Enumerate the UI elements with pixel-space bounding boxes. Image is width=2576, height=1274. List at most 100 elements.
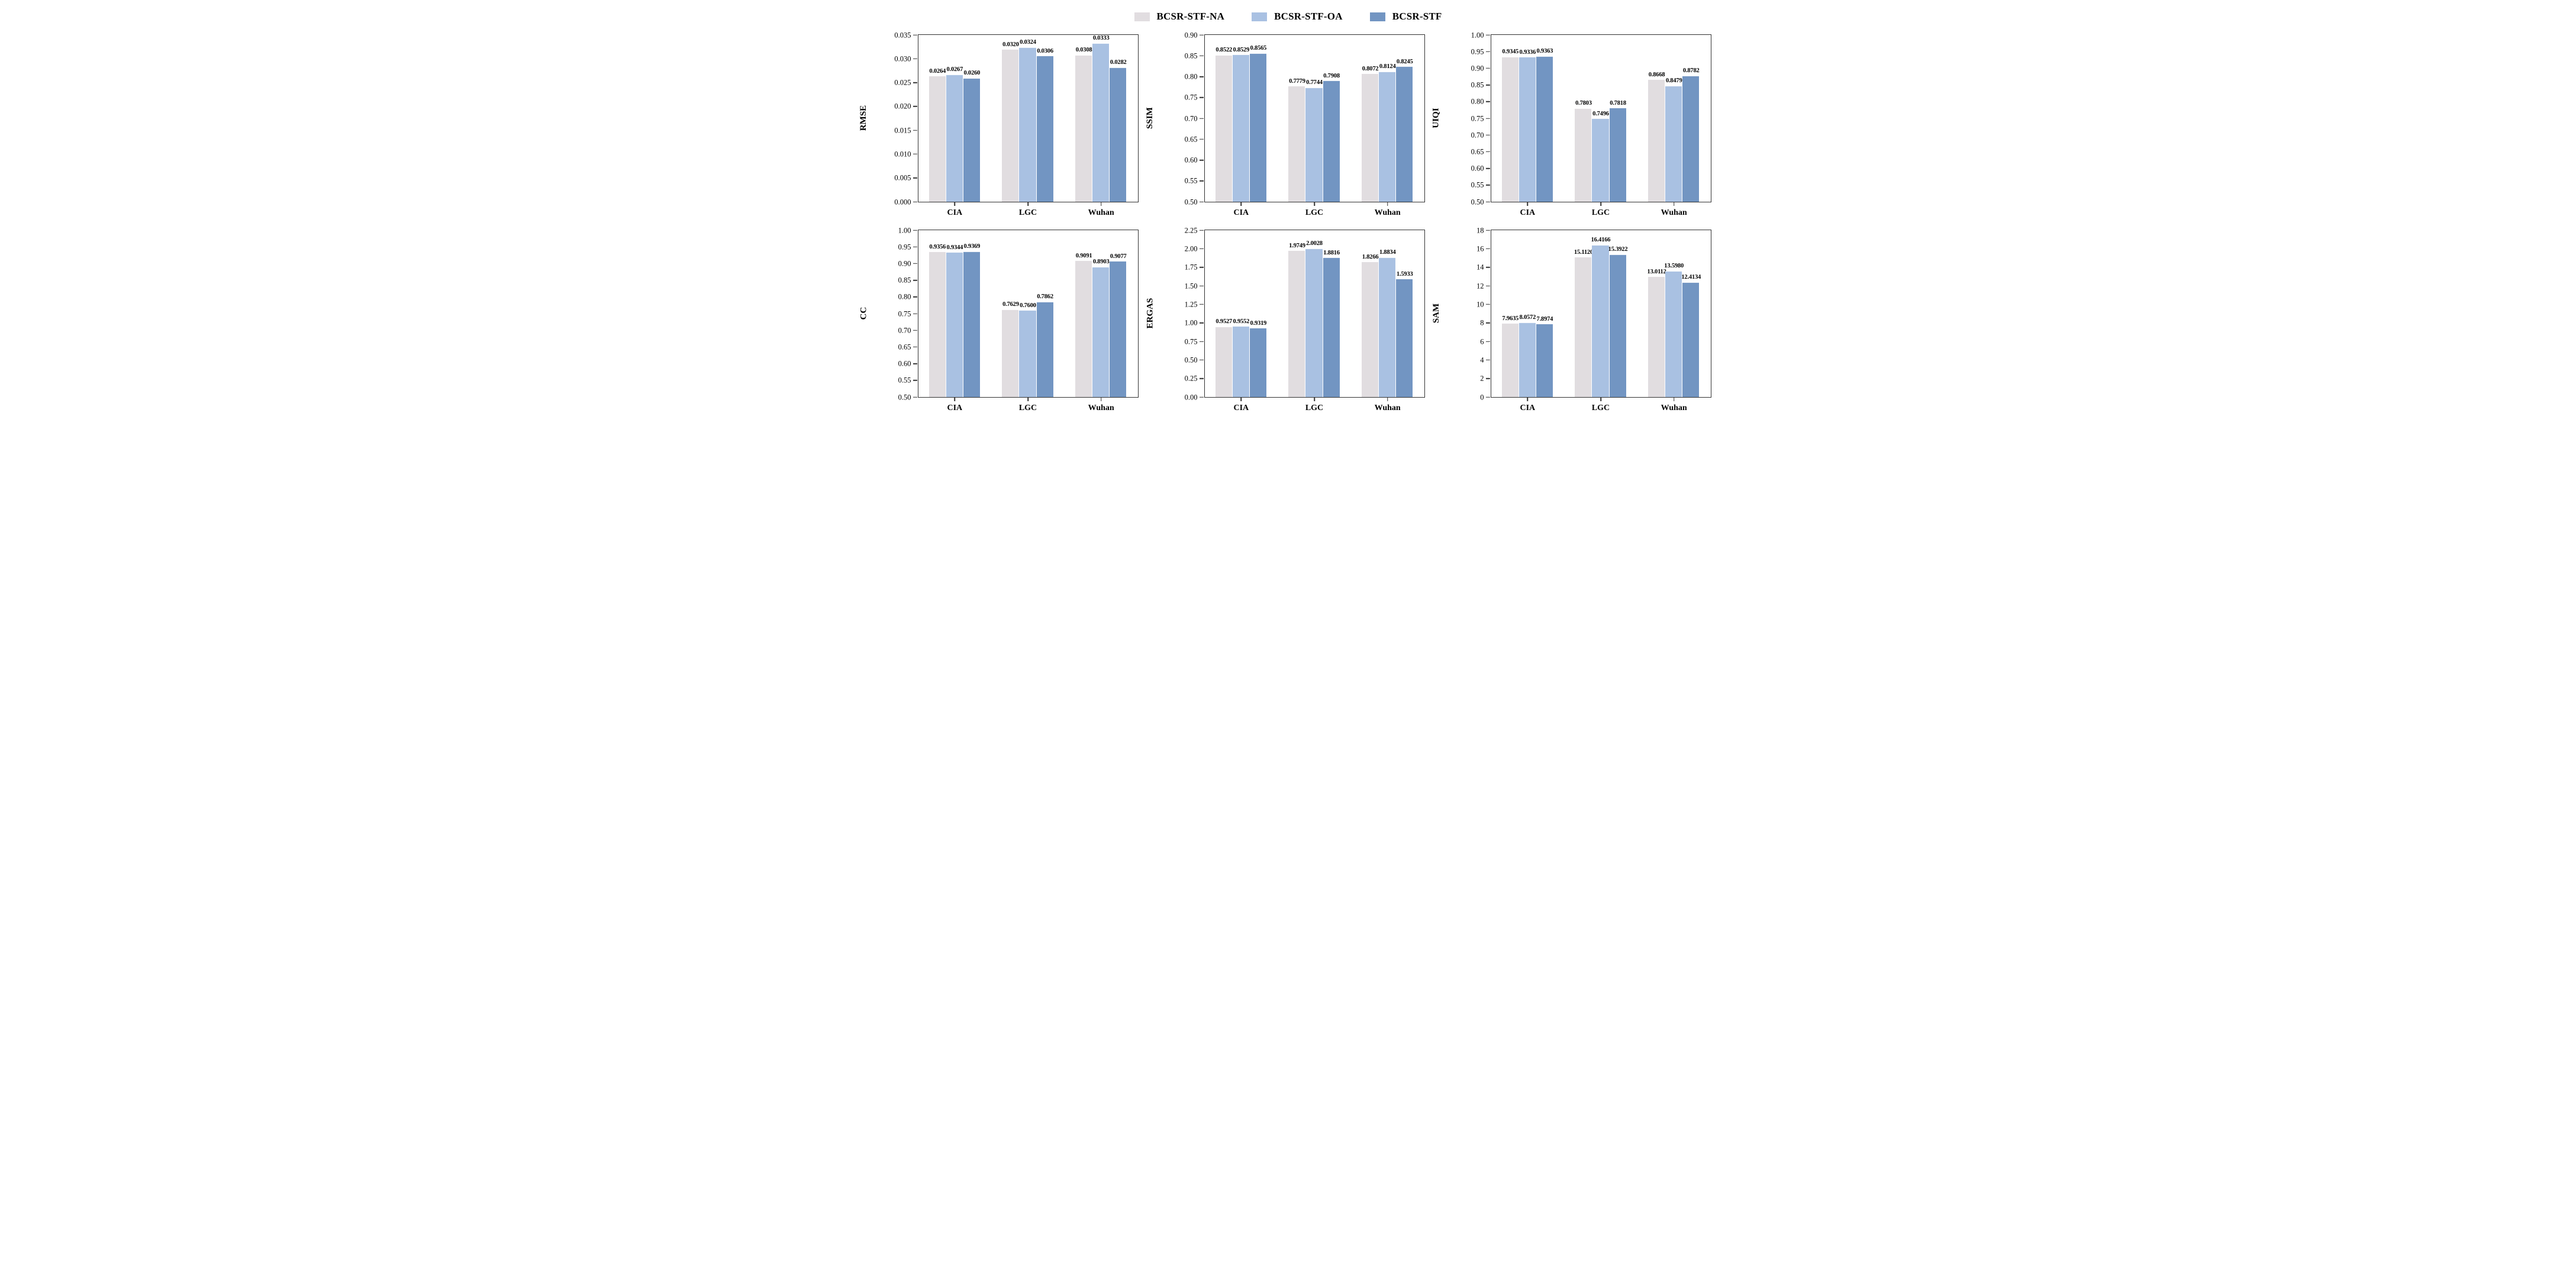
y-tick-label: 0.75 [898, 309, 911, 318]
bar-value-label: 0.9077 [1110, 253, 1127, 260]
bar-value-label: 0.7496 [1592, 110, 1609, 117]
y-tick-label: 1.75 [1184, 263, 1198, 272]
legend-item: BCSR-STF [1369, 11, 1442, 22]
y-tick-mark [1486, 201, 1490, 202]
bar-value-label: 0.9319 [1250, 320, 1267, 327]
y-tick-mark [913, 153, 917, 155]
bar-value-label: 0.9552 [1233, 318, 1250, 325]
y-tick-label: 0.65 [898, 343, 911, 351]
y-tick-label: 2 [1480, 374, 1484, 383]
x-tick-label-cia: CIA [1520, 208, 1536, 217]
bar-value-label: 0.9336 [1519, 49, 1536, 56]
bar-bcsr-stf-cia [1536, 324, 1553, 397]
bar-bcsr-stf-oa-lgc [1305, 87, 1323, 202]
y-tick-label: 4 [1480, 356, 1484, 365]
y-tick-mark [1200, 266, 1204, 268]
bar-bcsr-stf-oa-lgc [1019, 310, 1036, 397]
bar-bcsr-stf-oa-wuhan [1379, 71, 1396, 202]
x-tick-mark [1240, 397, 1242, 401]
x-tick-mark [1027, 397, 1029, 401]
y-tick-label: 0.50 [898, 392, 911, 401]
y-tick-label: 18 [1476, 225, 1484, 234]
plot-area: 0.00 0.25 0.50 0.75 1.00 1.25 1.50 1.75 2.00 2.25… [1185, 227, 1425, 412]
x-tick-mark [1027, 202, 1029, 206]
bar-bcsr-stf-cia [1536, 56, 1553, 202]
legend-label: BCSR-STF-OA [1274, 11, 1343, 22]
plot-area: 0.50 0.55 0.60 0.65 0.70 0.75 0.80 0.85 0.90 CIA L… [1185, 31, 1425, 217]
bar-value-label: 0.0324 [1020, 39, 1036, 46]
bar-value-label: 0.9356 [929, 243, 946, 250]
bar-bcsr-stf-wuhan [1396, 66, 1413, 202]
bar-value-label: 0.7629 [1002, 301, 1019, 308]
bar-bcsr-stf-na-cia [1215, 326, 1232, 397]
y-tick-mark [1486, 34, 1490, 36]
y-tick-mark [1200, 304, 1204, 305]
bar-bcsr-stf-wuhan [1110, 67, 1127, 202]
bar-value-label: 0.8522 [1216, 47, 1233, 54]
y-tick-label: 0.020 [894, 102, 911, 111]
bar-value-label: 0.0267 [946, 66, 963, 73]
y-tick-mark [1200, 76, 1204, 78]
y-tick-mark [913, 246, 917, 247]
y-tick-label: 0.55 [1471, 180, 1484, 189]
y-tick-label: 0.90 [1184, 30, 1198, 39]
legend-item: BCSR-STF-OA [1252, 11, 1343, 22]
y-tick-label: 0.00 [1184, 392, 1198, 401]
x-tick-label-wuhan: Wuhan [1088, 404, 1114, 412]
y-tick-mark [1486, 378, 1490, 379]
bar-bcsr-stf-wuhan [1682, 75, 1700, 202]
subplot-rmse: RMSE 0.000 0.005 0.010 0.015 0.020 0.025 0.030 0… [859, 30, 1145, 225]
bar-value-label: 0.8782 [1682, 67, 1700, 75]
y-tick-label: 0.000 [894, 197, 911, 206]
y-axis-label-text: UIQI [1432, 107, 1441, 128]
bar-bcsr-stf-cia [963, 251, 980, 397]
legend-swatch-na [1134, 12, 1150, 21]
y-tick-label: 0.50 [1184, 356, 1198, 365]
bar-bcsr-stf-lgc [1036, 301, 1053, 397]
bar-value-label: 1.8816 [1323, 249, 1340, 256]
bar-value-label: 7.8974 [1536, 315, 1553, 322]
y-tick-label: 0.85 [1471, 80, 1484, 89]
bar-bcsr-stf-oa-wuhan [1092, 43, 1110, 202]
y-tick-label: 0.70 [898, 325, 911, 334]
y-tick-label: 0.015 [894, 125, 911, 134]
x-tick-mark [1527, 202, 1529, 206]
y-tick-mark [1486, 185, 1490, 186]
y-tick-mark [913, 177, 917, 179]
y-tick-mark [913, 130, 917, 131]
bar-value-label: 1.9749 [1289, 242, 1305, 249]
y-tick-label: 6 [1480, 337, 1484, 346]
y-tick-label: 0.70 [1184, 114, 1198, 122]
y-tick-mark [1200, 359, 1204, 361]
x-tick-mark [1600, 397, 1601, 401]
legend-swatch-stf [1369, 12, 1385, 21]
bar-bcsr-stf-lgc [1609, 108, 1626, 202]
plot-area: 0 2 4 6 8 10 12 14 16 18 CIA LGC Wuhan 7.9635 15.1120 1… [1476, 227, 1711, 412]
bar-value-label: 0.0306 [1037, 47, 1053, 54]
y-tick-mark [1486, 285, 1490, 286]
y-tick-mark [1200, 230, 1204, 231]
y-tick-mark [913, 279, 917, 281]
bar-bcsr-stf-cia [1249, 328, 1266, 397]
figure: BCSR-STF-NA BCSR-STF-OA BCSR-STF RMSE 0.0… [858, 0, 1718, 420]
bar-bcsr-stf-wuhan [1396, 279, 1413, 397]
y-tick-mark [1200, 34, 1204, 36]
y-tick-label: 10 [1476, 300, 1484, 309]
y-tick-label: 0.60 [1471, 164, 1484, 173]
bar-bcsr-stf-na-lgc [1575, 257, 1592, 397]
y-tick-mark [913, 296, 917, 298]
bar-value-label: 12.4134 [1681, 274, 1701, 281]
bar-bcsr-stf-na-wuhan [1362, 73, 1379, 202]
subplot-ergas: ERGAS 0.00 0.25 0.50 0.75 1.00 1.25 1.50 1.75 2.0… [1145, 225, 1432, 420]
y-tick-label: 0.70 [1471, 130, 1484, 139]
x-tick-label-cia: CIA [1520, 404, 1536, 412]
bar-bcsr-stf-na-wuhan [1075, 260, 1092, 397]
bar-value-label: 1.8834 [1379, 249, 1396, 256]
bar-value-label: 2.0028 [1306, 240, 1323, 247]
y-tick-mark [913, 396, 917, 398]
y-tick-mark [1200, 341, 1204, 342]
y-tick-label: 0.60 [898, 359, 911, 368]
x-tick-label-wuhan: Wuhan [1374, 404, 1401, 412]
legend-swatch-oa [1252, 12, 1268, 21]
bar-value-label: 13.5980 [1664, 263, 1684, 270]
